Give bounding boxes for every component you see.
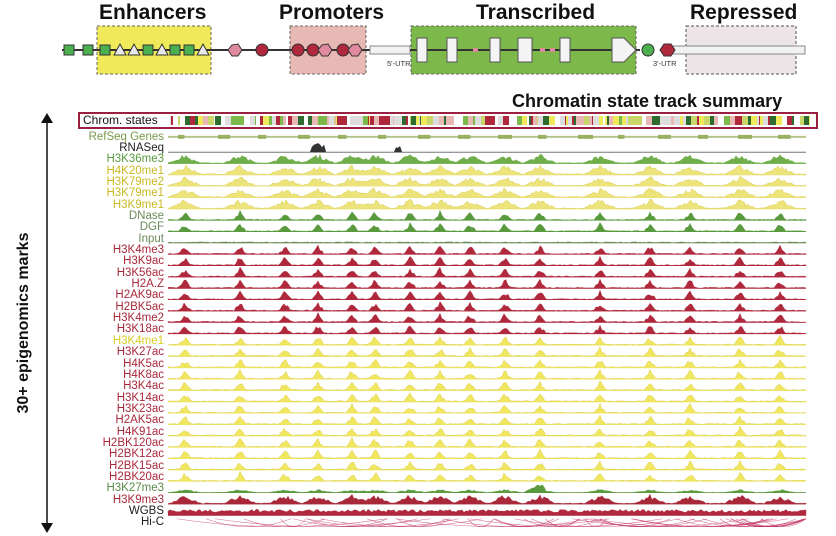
exon-blocks <box>416 37 637 63</box>
track-label: H3K23ac <box>116 402 164 415</box>
track-signal <box>167 368 807 380</box>
track-signal <box>167 358 807 369</box>
track-signal <box>167 255 807 267</box>
linker-nucleosomes <box>227 43 269 57</box>
track-label: H3K27ac <box>116 346 164 359</box>
track-label: H3K56ac <box>116 266 164 279</box>
gene-schematic: 5'-UTR 3'-UTR <box>62 25 806 75</box>
header-promoters: Promoters <box>279 1 385 24</box>
utr3-label: 3'-UTR <box>653 59 677 68</box>
track-label: Input <box>138 232 164 245</box>
track-label: DGF <box>139 221 164 234</box>
track-label: H4K8ac <box>123 368 164 381</box>
track-label: H3K36me3 <box>106 153 164 166</box>
promoter-nucleosomes <box>291 43 363 57</box>
header-repressed: Repressed <box>690 1 798 24</box>
track-label: H4K5ac <box>123 357 164 370</box>
track-signal <box>176 518 807 528</box>
track-signal <box>167 470 807 482</box>
track-label: H3K18ac <box>116 323 164 336</box>
track-label: H3K79me2 <box>106 175 164 188</box>
track-signal <box>167 334 807 346</box>
track-signal <box>167 221 807 232</box>
track-label: H2AK9ac <box>115 289 164 302</box>
track-label: H3K9ac <box>123 255 164 268</box>
track-signal <box>167 164 807 176</box>
track-label: H2BK120ac <box>102 436 164 449</box>
track-signal <box>167 509 807 516</box>
track-label: H2BK12ac <box>109 448 164 461</box>
track-label: H3K79me1 <box>106 187 164 200</box>
chrom-states-strip <box>170 116 810 125</box>
utr5-label: 5'-UTR <box>387 59 411 68</box>
track-label: H2A.Z <box>131 278 164 291</box>
track-label: H3K9me3 <box>112 493 164 506</box>
track-label: H3K4me3 <box>112 244 164 256</box>
green-nucleosome <box>641 43 655 57</box>
chrom-states-label: Chrom. states <box>83 113 158 127</box>
track-signal <box>167 301 807 312</box>
track-label: RefSeq Genes <box>88 130 164 143</box>
track-label: H2BK20ac <box>109 471 164 483</box>
track-signal <box>167 414 807 425</box>
track-signal <box>167 312 807 323</box>
track-label: Hi-C <box>141 516 164 529</box>
enhancer-nucleosomes <box>63 42 210 56</box>
track-signal <box>167 493 807 505</box>
track-label: H2BK15ac <box>109 459 164 472</box>
track-signal <box>167 241 807 244</box>
track-signal <box>167 392 807 403</box>
track-signal <box>168 134 806 139</box>
track-label: H3K4ac <box>123 380 164 393</box>
track-signal <box>167 244 807 255</box>
track-signal <box>167 198 807 210</box>
track-label: H3K27me3 <box>106 482 164 495</box>
track-signal <box>167 448 807 459</box>
track-label: H3K4me1 <box>112 334 164 347</box>
track-label: H4K20me1 <box>106 164 164 177</box>
track-signal <box>168 143 806 153</box>
track-signal <box>167 266 807 278</box>
track-label: WGBS <box>128 505 164 518</box>
track-signal <box>167 289 807 301</box>
track-signal <box>167 176 807 187</box>
summary-title: Chromatin state track summary <box>512 91 783 111</box>
track-signal <box>167 425 807 437</box>
track-label: H2AK5ac <box>115 414 164 427</box>
track-signal <box>167 209 807 221</box>
vertical-double-arrow-icon <box>41 113 53 533</box>
track-signal <box>167 346 807 357</box>
track-label: H4K91ac <box>116 425 164 438</box>
track-signal <box>167 324 807 335</box>
track-label: RNASeq <box>119 141 164 154</box>
track-signal <box>167 402 807 414</box>
track-label: DNase <box>128 209 164 222</box>
track-signal <box>167 459 807 471</box>
red-hexagon <box>659 43 676 57</box>
track-signal <box>167 437 807 448</box>
track-label: H3K14ac <box>116 391 164 404</box>
track-signal <box>167 484 807 494</box>
chromatin-states-track: Chrom. states <box>78 112 818 129</box>
track-signal <box>167 153 807 164</box>
track-label: H3K4me2 <box>112 312 164 325</box>
header-enhancers: Enhancers <box>99 1 207 24</box>
header-transcribed: Transcribed <box>476 1 596 24</box>
track-label: H2BK5ac <box>115 300 164 313</box>
track-signal <box>167 187 807 198</box>
track-signal <box>167 380 807 391</box>
track-label: H3K9me1 <box>112 198 164 211</box>
track-signal <box>167 278 807 289</box>
